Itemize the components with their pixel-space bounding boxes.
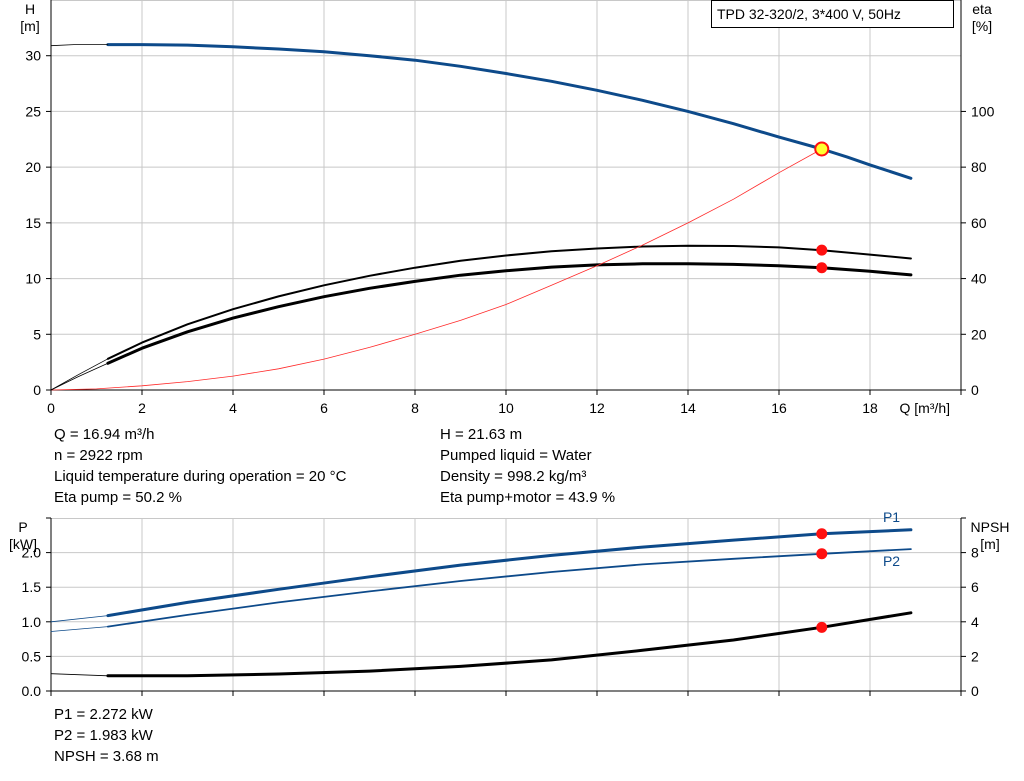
- readout-npsh: NPSH = 3.68 m: [54, 748, 159, 765]
- readout-liquid-temperature: Liquid temperature during operation = 20…: [54, 468, 347, 485]
- operating-point: [816, 262, 828, 274]
- tick-label-y-right: 100: [971, 103, 995, 119]
- y-right-unit: [%]: [972, 18, 992, 34]
- y-left-unit: [m]: [20, 18, 39, 34]
- tick-label-y-left: 1.0: [22, 614, 42, 630]
- readout-operating-right: H = 21.63 m Pumped liquid = Water Densit…: [440, 424, 615, 508]
- readout-eta-pump: Eta pump = 50.2 %: [54, 489, 182, 506]
- operating-point: [816, 621, 828, 633]
- y-left-label: P: [18, 519, 27, 535]
- tick-label-x: 12: [589, 400, 605, 416]
- tick-label-y-left: 0: [33, 382, 41, 398]
- tick-label-y-right: 20: [971, 326, 987, 342]
- series-line: [50, 358, 109, 391]
- operating-point: [814, 141, 830, 157]
- y-left-label: H: [25, 1, 35, 17]
- readout-p1: P1 = 2.272 kW: [54, 706, 153, 723]
- x-axis-label: Q [m³/h]: [899, 400, 950, 416]
- operating-point: [816, 244, 828, 256]
- tick-label-y-right: 0: [971, 683, 979, 699]
- series-line: [50, 673, 109, 677]
- series-line: [50, 626, 109, 632]
- tick-label-y-left: 1.5: [22, 579, 42, 595]
- series-line: [106, 262, 913, 365]
- series-line: [106, 611, 913, 678]
- tick-label-y-left: 0.0: [22, 683, 42, 699]
- operating-point: [816, 548, 828, 560]
- tick-label-y-right: 60: [971, 215, 987, 231]
- series-line: [107, 548, 912, 628]
- series-line: [50, 362, 109, 391]
- series-line: [50, 44, 109, 47]
- series-label: P1: [883, 509, 900, 525]
- tick-label-x: 6: [320, 400, 328, 416]
- tick-label-x: 14: [680, 400, 696, 416]
- tick-label-y-right: 0: [971, 382, 979, 398]
- tick-label-y-left: 10: [25, 271, 41, 287]
- series-line: [106, 528, 913, 618]
- readout-eta-pump-motor: Eta pump+motor = 43.9 %: [440, 489, 616, 506]
- y-right-label: NPSH: [971, 519, 1010, 535]
- operating-point: [816, 528, 828, 540]
- head-chart-panel: 0 2 4 6 8 10 12 14 16 18 Q [m³/h] 0 5 10 15 20 25 30 0 20 40…: [20, 0, 995, 416]
- tick-label-y-left: 30: [25, 48, 41, 64]
- tick-label-y-left: 0.5: [22, 648, 42, 664]
- readout-density: Density = 998.2 kg/m³: [440, 468, 587, 485]
- tick-label-y-right: 8: [971, 545, 979, 561]
- tick-label-y-left: 20: [25, 159, 41, 175]
- tick-label-x: 10: [498, 400, 514, 416]
- readout-power: P1 = 2.272 kW P2 = 1.983 kW NPSH = 3.68 …: [54, 704, 159, 767]
- y-left-unit: [kW]: [9, 536, 37, 552]
- readout-flow: Q = 16.94 m³/h: [54, 426, 155, 443]
- series-line: [50, 615, 109, 623]
- readout-speed: n = 2922 rpm: [54, 447, 143, 464]
- series-line: [106, 244, 912, 360]
- power-chart-panel: 0.0 0.5 1.0 1.5 2.0 0 2 4 6 8 P[kW] NPSH[m] P1 P2: [9, 509, 1009, 699]
- readout-pumped-liquid: Pumped liquid = Water: [440, 447, 592, 464]
- readout-head: H = 21.63 m: [440, 426, 523, 443]
- tick-label-y-left: 25: [25, 103, 41, 119]
- series-line: [50, 148, 823, 391]
- legend-box: [711, 0, 954, 28]
- readout-operating-left: Q = 16.94 m³/h n = 2922 rpm Liquid tempe…: [54, 424, 346, 508]
- tick-label-x: 16: [771, 400, 787, 416]
- legend-box-text: TPD 32-320/2, 3*400 V, 50Hz: [717, 6, 901, 22]
- tick-label-y-right: 6: [971, 579, 979, 595]
- series-label: P2: [883, 553, 900, 569]
- tick-label-x: 18: [862, 400, 878, 416]
- y-right-label: eta: [972, 1, 992, 17]
- readout-p2: P2 = 1.983 kW: [54, 727, 153, 744]
- tick-label-x: 4: [229, 400, 237, 416]
- tick-label-y-right: 2: [971, 648, 979, 664]
- tick-label-x: 0: [47, 400, 55, 416]
- tick-label-y-right: 4: [971, 614, 979, 630]
- tick-label-y-right: 80: [971, 159, 987, 175]
- tick-label-y-right: 40: [971, 271, 987, 287]
- y-right-unit: [m]: [980, 536, 999, 552]
- tick-label-y-left: 15: [25, 215, 41, 231]
- tick-label-y-left: 2.0: [22, 545, 42, 561]
- tick-label-y-left: 5: [33, 326, 41, 342]
- tick-label-x: 2: [138, 400, 146, 416]
- tick-label-x: 8: [411, 400, 419, 416]
